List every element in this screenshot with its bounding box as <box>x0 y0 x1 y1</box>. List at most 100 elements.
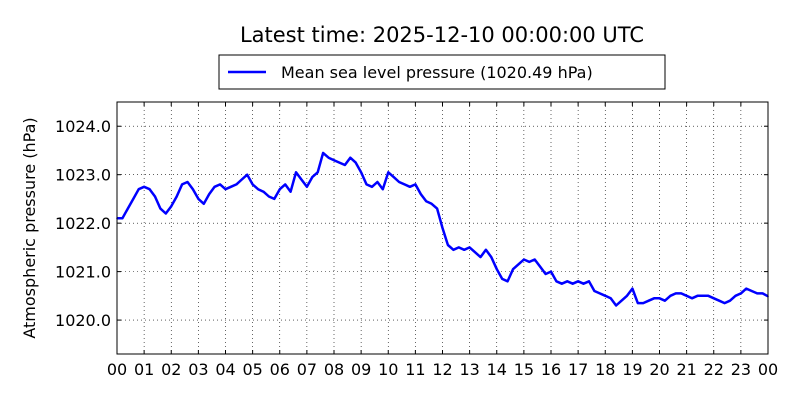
data-point <box>734 295 737 297</box>
data-point <box>512 268 514 271</box>
data-point <box>365 183 368 186</box>
data-point <box>517 263 520 266</box>
x-tick-label: 18 <box>595 360 615 379</box>
data-point <box>148 188 151 190</box>
data-point <box>192 188 194 190</box>
data-point <box>420 193 422 195</box>
data-point <box>333 159 335 161</box>
data-point <box>675 292 677 295</box>
data-point <box>186 181 189 183</box>
data-point <box>550 270 552 273</box>
data-point <box>425 200 428 203</box>
data-point <box>458 246 460 249</box>
data-point <box>398 181 400 183</box>
data-point <box>637 302 639 304</box>
data-point <box>745 287 748 290</box>
data-point <box>685 295 688 297</box>
data-point <box>761 292 764 295</box>
data-point <box>121 217 124 220</box>
data-point <box>360 171 362 174</box>
data-point <box>159 207 162 210</box>
data-point <box>582 282 585 285</box>
data-point <box>392 176 395 178</box>
x-tick-label: 07 <box>297 360 317 379</box>
data-point <box>349 156 352 159</box>
data-point <box>664 299 666 302</box>
x-tick-label: 21 <box>676 360 696 379</box>
data-point <box>463 249 466 251</box>
data-point <box>658 297 661 300</box>
data-point <box>571 282 574 285</box>
data-point <box>344 164 346 166</box>
data-point <box>544 273 547 275</box>
x-tick-label: 06 <box>270 360 290 379</box>
data-point <box>523 258 525 261</box>
x-tick-label: 17 <box>568 360 588 379</box>
x-tick-label: 09 <box>351 360 371 379</box>
data-point <box>137 188 140 190</box>
data-point <box>756 292 758 295</box>
data-point <box>262 190 265 193</box>
data-point <box>403 183 406 186</box>
data-point <box>295 171 297 174</box>
data-point <box>669 295 672 297</box>
data-point <box>479 256 482 258</box>
x-tick-label: 02 <box>161 360 181 379</box>
data-point <box>224 188 227 190</box>
data-point <box>273 198 276 200</box>
y-ticks: 1020.0 1021.0 1022.0 1023.0 1024.0 <box>55 117 768 330</box>
data-point <box>213 186 216 188</box>
data-point <box>609 297 612 300</box>
series-group <box>116 151 769 307</box>
data-point <box>175 195 178 198</box>
data-point <box>696 295 699 297</box>
legend: Mean sea level pressure (1020.49 hPa) <box>218 54 666 90</box>
data-point <box>555 280 558 283</box>
x-tick-label: 20 <box>649 360 669 379</box>
data-point <box>230 186 232 188</box>
x-tick-label: 00 <box>107 360 127 379</box>
data-point <box>316 171 319 174</box>
data-point <box>268 195 270 198</box>
data-point <box>626 295 628 297</box>
x-tick-label: 08 <box>324 360 344 379</box>
data-point <box>528 261 531 263</box>
x-tick-label: 23 <box>731 360 751 379</box>
data-point <box>241 178 243 181</box>
data-point <box>702 295 704 297</box>
x-tick-label: 10 <box>378 360 398 379</box>
data-point <box>474 251 476 253</box>
data-point <box>246 173 248 176</box>
data-point <box>620 299 623 302</box>
data-point <box>127 207 129 210</box>
data-point <box>251 183 254 186</box>
grid <box>117 102 768 354</box>
data-point <box>257 188 259 190</box>
data-point <box>154 195 156 198</box>
data-point <box>300 178 303 181</box>
data-point <box>729 299 731 302</box>
data-point <box>539 266 541 268</box>
data-point <box>311 176 314 178</box>
data-point <box>382 188 384 190</box>
data-point <box>490 256 493 258</box>
data-point <box>593 290 596 292</box>
y-tick-label: 1020.0 <box>55 311 111 330</box>
data-point <box>203 203 205 205</box>
data-point <box>653 297 655 300</box>
data-point <box>208 193 210 195</box>
data-point <box>647 299 650 302</box>
data-point <box>284 183 287 186</box>
data-point <box>723 302 726 304</box>
data-point <box>604 295 607 297</box>
x-tick-label: 19 <box>622 360 642 379</box>
x-tick-label: 04 <box>215 360 235 379</box>
data-point <box>165 212 167 215</box>
data-point <box>322 152 324 154</box>
data-point <box>430 203 433 205</box>
legend-box <box>218 54 666 90</box>
data-point <box>718 299 720 302</box>
x-tick-label: 15 <box>514 360 534 379</box>
y-axis-label: Atmospheric pressure (hPa) <box>20 117 39 338</box>
x-tick-label: 22 <box>704 360 724 379</box>
